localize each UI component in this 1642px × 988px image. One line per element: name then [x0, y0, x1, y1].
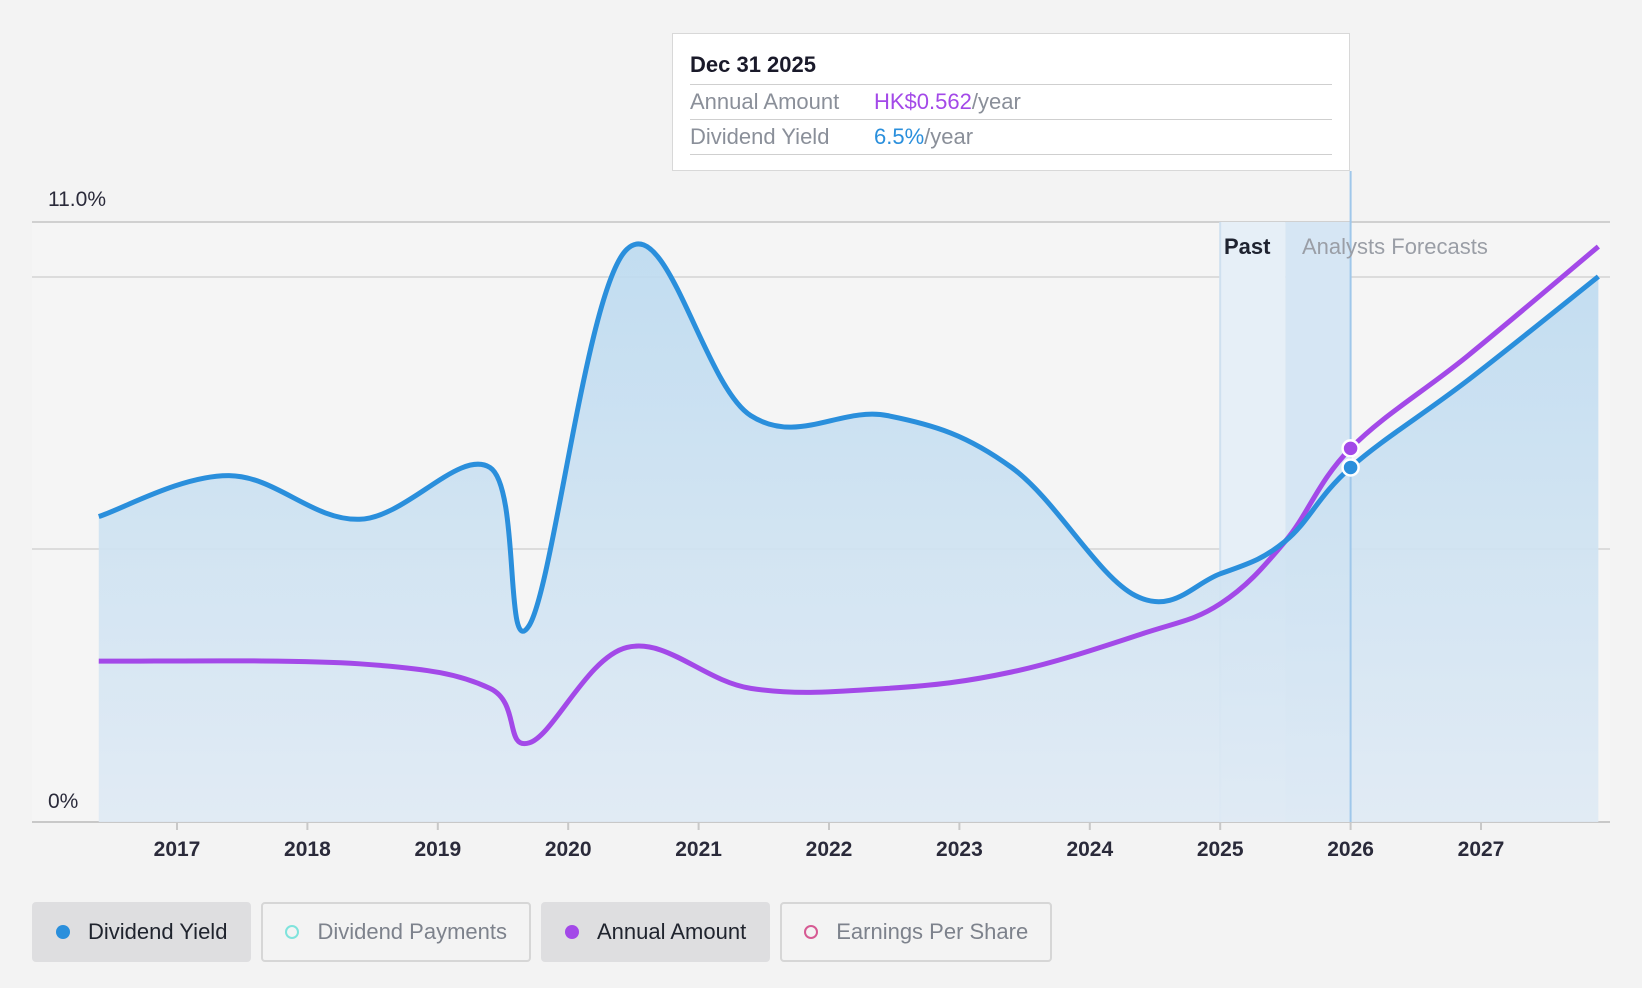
tooltip-yield-unit: /year	[924, 124, 974, 149]
x-tick-label: 2024	[1066, 838, 1113, 861]
y-tick-label: 0%	[48, 790, 78, 813]
tooltip-annual-unit: /year	[971, 89, 1021, 114]
past-region-label: Past	[1224, 234, 1271, 259]
dividend-yield-area	[98, 243, 1599, 823]
legend-label: Earnings Per Share	[836, 919, 1029, 944]
legend-label: Dividend Yield	[88, 919, 228, 944]
x-tick-label: 2023	[936, 838, 983, 861]
x-tick-label: 2017	[154, 838, 201, 861]
tooltip-yield-label: Dividend Yield	[690, 124, 830, 149]
x-tick-label: 2018	[284, 838, 331, 861]
tooltip-annual-label: Annual Amount	[690, 89, 840, 114]
highlight-markers	[1341, 171, 1360, 822]
x-tick-label: 2020	[545, 838, 592, 861]
chart-legend: Dividend Yield Dividend Payments Annual …	[32, 902, 1053, 962]
y-axis-ticks: 0% 11.0%	[48, 188, 106, 813]
legend-label: Dividend Payments	[317, 919, 507, 944]
dividend-yield-point	[1341, 458, 1360, 477]
annual-amount-point	[1341, 439, 1360, 458]
legend-dot-icon	[564, 925, 579, 939]
legend-dividend-yield-button[interactable]: Dividend Yield	[32, 902, 252, 962]
forecast-region-label: Analysts Forecasts	[1302, 234, 1488, 259]
dividend-chart: 2017 2018 2019 2020 2021 2022 2023 2024 2025 2026…	[32, 171, 1610, 861]
legend-annual-amount-button[interactable]: Annual Amount	[540, 902, 771, 962]
dividend-yield-line	[97, 241, 1600, 634]
tooltip-yield-value: 6.5%	[874, 124, 925, 149]
x-tick-label: 2022	[806, 838, 853, 861]
legend-ring-icon	[285, 925, 300, 939]
tooltip-row-annual: Annual Amount HK$0.562 /year	[690, 85, 1332, 120]
data-tooltip: Dec 31 2025 Annual Amount HK$0.562 /year…	[672, 33, 1350, 171]
x-tick-label: 2027	[1458, 838, 1505, 861]
legend-dot-icon	[56, 925, 70, 939]
legend-label: Annual Amount	[596, 919, 747, 944]
legend-earnings-per-share-button[interactable]: Earnings Per Share	[780, 902, 1053, 962]
legend-ring-icon	[804, 925, 819, 939]
x-tick-label: 2026	[1327, 838, 1374, 861]
x-tick-label: 2025	[1197, 838, 1244, 861]
tooltip-row-yield: Dividend Yield 6.5% /year	[690, 120, 1332, 155]
tooltip-annual-value: HK$0.562	[874, 89, 972, 114]
legend-dividend-payments-button[interactable]: Dividend Payments	[261, 902, 531, 962]
y-tick-label: 11.0%	[48, 188, 106, 211]
x-tick-label: 2021	[675, 838, 722, 861]
x-axis-ticks: 2017 2018 2019 2020 2021 2022 2023 2024 2025 2026…	[154, 822, 1505, 861]
tooltip-date: Dec 31 2025	[690, 50, 1332, 85]
series-areas	[98, 243, 1599, 823]
x-tick-label: 2019	[414, 838, 461, 861]
